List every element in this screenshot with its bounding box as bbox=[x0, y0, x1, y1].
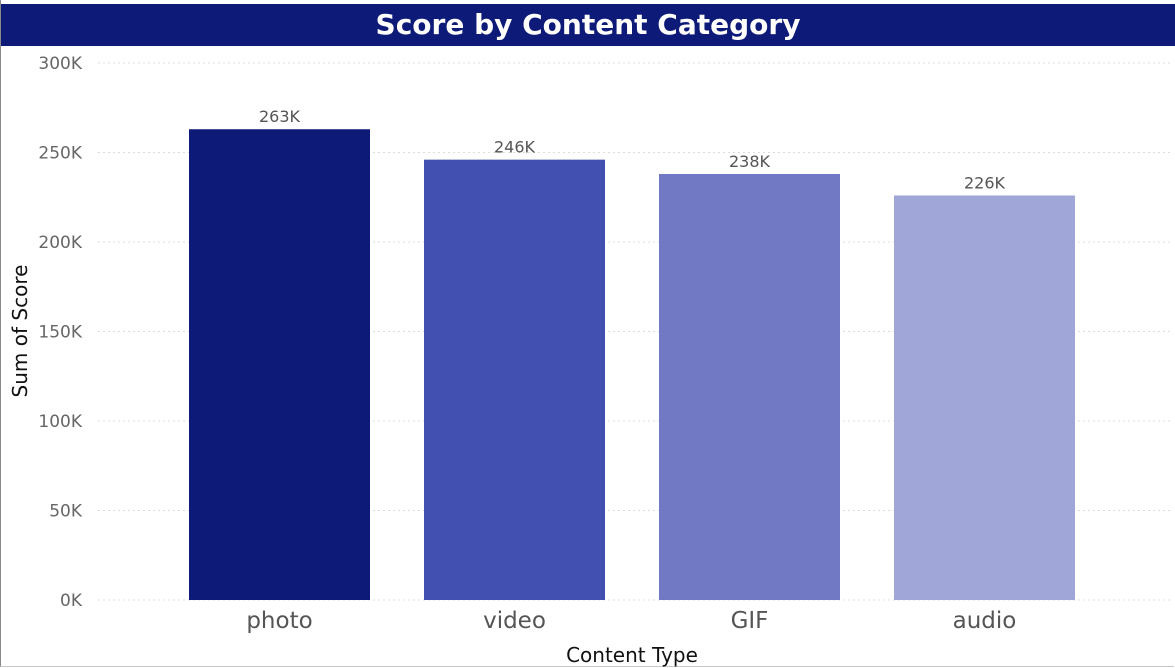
y-tick-label: 100K bbox=[38, 412, 82, 432]
x-tick-label: GIF bbox=[731, 608, 769, 634]
x-tick-label: audio bbox=[953, 608, 1017, 634]
y-tick-label: 150K bbox=[38, 323, 82, 343]
chart-title: Score by Content Category bbox=[1, 4, 1175, 46]
data-label: 246K bbox=[494, 138, 536, 157]
y-axis-ticks: 0K 50K 100K 150K 200K 250K 300K bbox=[38, 54, 82, 611]
y-axis-title: Sum of Score bbox=[8, 265, 32, 398]
x-tick-label: photo bbox=[246, 608, 312, 634]
data-label: 238K bbox=[729, 152, 771, 171]
bar-gif[interactable] bbox=[659, 173, 840, 601]
y-tick-label: 0K bbox=[60, 591, 83, 611]
data-label: 263K bbox=[259, 107, 301, 126]
gridlines bbox=[98, 62, 1170, 601]
y-tick-label: 250K bbox=[38, 144, 82, 164]
data-label: 226K bbox=[964, 173, 1006, 192]
bar-audio[interactable] bbox=[894, 195, 1075, 600]
y-tick-label: 300K bbox=[38, 54, 82, 74]
data-labels: 263K 246K 238K 226K bbox=[259, 107, 1006, 192]
y-tick-label: 200K bbox=[38, 233, 82, 253]
bar-photo[interactable] bbox=[189, 129, 370, 601]
x-axis-title: Content Type bbox=[566, 643, 698, 667]
bar-video[interactable] bbox=[424, 159, 605, 600]
y-tick-label: 50K bbox=[49, 502, 83, 522]
x-tick-label: video bbox=[483, 608, 546, 634]
x-axis-ticks: photo video GIF audio bbox=[246, 608, 1016, 634]
bars bbox=[189, 129, 1075, 601]
